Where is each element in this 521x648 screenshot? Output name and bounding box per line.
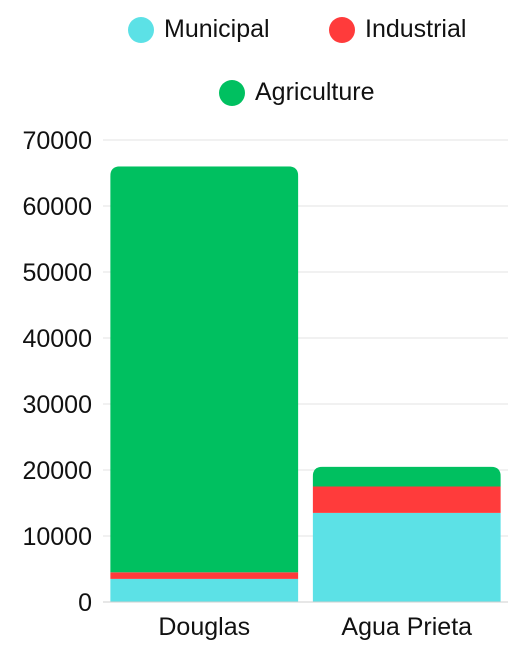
legend-item-agriculture: Agriculture — [219, 78, 375, 107]
bar-stack-douglas — [110, 166, 299, 602]
x-axis-labels: Douglas Agua Prieta — [158, 613, 472, 641]
y-tick-label: 0 — [78, 589, 92, 617]
y-tick-label: 30000 — [22, 391, 92, 419]
y-tick-label: 20000 — [22, 457, 92, 485]
legend-swatch-industrial — [329, 16, 355, 43]
bar-segment-municipal-agua-prieta — [312, 512, 501, 602]
y-tick-label: 60000 — [22, 193, 92, 221]
y-tick-label: 40000 — [22, 325, 92, 353]
legend-item-industrial: Industrial — [329, 15, 466, 44]
bar-segment-agriculture-agua-prieta — [312, 466, 501, 487]
legend-swatch-municipal — [128, 16, 154, 43]
legend-item-municipal: Municipal — [128, 15, 270, 44]
legend-label-municipal: Municipal — [164, 15, 270, 43]
bars — [110, 166, 501, 602]
chart-legend: Municipal Industrial Agriculture — [0, 0, 521, 120]
legend-label-industrial: Industrial — [365, 15, 467, 43]
bar-segment-industrial-agua-prieta — [312, 486, 501, 513]
legend-swatch-agriculture — [219, 79, 245, 106]
bar-segment-agriculture-douglas — [110, 166, 299, 573]
x-category-label: Douglas — [158, 613, 250, 641]
y-tick-label: 50000 — [22, 259, 92, 287]
bar-segment-industrial-douglas — [110, 572, 299, 579]
x-category-label: Agua Prieta — [341, 613, 472, 641]
bar-stack-agua-prieta — [312, 466, 501, 602]
y-tick-label: 70000 — [22, 127, 92, 155]
legend-label-agriculture: Agriculture — [255, 78, 375, 106]
bar-segment-municipal-douglas — [110, 578, 299, 602]
y-axis-ticks: 0 10000 20000 30000 40000 50000 60000 70000 — [22, 127, 92, 617]
y-tick-label: 10000 — [22, 523, 92, 551]
